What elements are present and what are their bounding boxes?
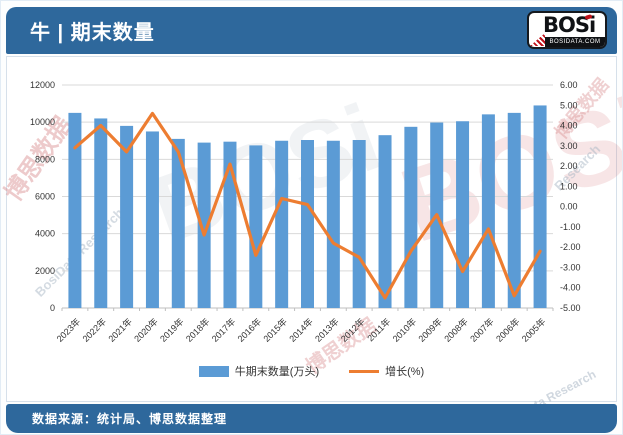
right-axis-tick-label: -3.00 — [560, 262, 581, 272]
left-axis-tick-label: 4000 — [35, 229, 55, 239]
bar-2013年 — [326, 140, 340, 308]
bar-2005年 — [533, 105, 547, 308]
legend-item-line-series: 增长(%) — [349, 363, 424, 379]
right-axis-tick-label: 5.00 — [560, 100, 578, 110]
x-axis-label: 2008年 — [442, 316, 470, 344]
bar-2010年 — [404, 126, 418, 308]
bar-2018年 — [197, 142, 211, 308]
line-series-swatch — [349, 369, 380, 373]
bar-2020年 — [145, 131, 159, 308]
line-series-label: 增长(%) — [385, 366, 425, 378]
bar-2017年 — [223, 141, 237, 308]
bar-2007年 — [481, 114, 495, 308]
header-bar: 牛 | 期末数量 BOSi BOSIDATA.COM — [6, 7, 617, 54]
left-axis-tick-label: 0 — [50, 303, 55, 313]
right-axis-tick-label: -1.00 — [560, 222, 581, 232]
bar-series-label: 牛期末数量(万头) — [234, 366, 320, 378]
cattle-stock-chart: 0 2000 4000 6000 8000 10000 12000 -5.00 -4.00 -3.… — [30, 80, 581, 344]
bar-2021年 — [120, 125, 134, 308]
left-axis-tick-label: 2000 — [35, 266, 55, 276]
chart-legend: 牛期末数量(万头) 增长(%) — [0, 363, 623, 379]
x-axis-label: 2011年 — [365, 316, 393, 344]
x-axis-label: 2012年 — [338, 316, 366, 344]
bar-2011年 — [378, 135, 392, 308]
logo-striped-triangle-icon — [530, 33, 545, 46]
x-axis-label: 2018年 — [183, 316, 211, 344]
bar-2016年 — [249, 145, 263, 308]
data-source-text: 数据来源：统计局、博思数据整理 — [32, 412, 228, 426]
x-axis-label: 2017年 — [209, 316, 237, 344]
growth-line — [73, 111, 542, 300]
right-axis-tick-label: 2.00 — [560, 161, 578, 171]
page-title: 牛 | 期末数量 — [30, 22, 155, 44]
right-axis-tick-label: 1.00 — [560, 181, 578, 191]
logo-domain: BOSIDATA.COM — [545, 37, 605, 47]
x-axis-label: 2014年 — [287, 316, 315, 344]
bar-2023年 — [68, 112, 82, 308]
bar-2022年 — [94, 118, 108, 308]
x-axis-label: 2016年 — [235, 316, 263, 344]
x-axis-label: 2009年 — [416, 316, 444, 344]
left-axis-tick-label: 8000 — [35, 154, 55, 164]
x-axis-label: 2013年 — [312, 316, 340, 344]
bar-2008年 — [456, 121, 470, 308]
x-axis-label: 2021年 — [106, 316, 134, 344]
x-axis-label: 2022年 — [80, 316, 108, 344]
legend-item-bar-series: 牛期末数量(万头) — [198, 363, 320, 379]
bar-series-swatch — [198, 365, 229, 377]
x-axis-label: 2020年 — [132, 316, 160, 344]
right-axis-tick-label: -5.00 — [560, 303, 581, 313]
x-axis-label: 2006年 — [493, 316, 521, 344]
x-axis-label: 2019年 — [157, 316, 185, 344]
bar-2006年 — [507, 112, 521, 308]
right-axis-tick-label: 3.00 — [560, 141, 578, 151]
left-axis-tick-label: 6000 — [35, 192, 55, 202]
right-axis-tick-label: -2.00 — [560, 242, 581, 252]
x-axis-label: 2015年 — [261, 316, 289, 344]
right-axis-tick-label: 4.00 — [560, 121, 578, 131]
right-axis-tick-label: 0.00 — [560, 202, 578, 212]
footer-bar: 数据来源：统计局、博思数据整理 — [6, 404, 617, 433]
x-axis-label: 2010年 — [390, 316, 418, 344]
left-axis-tick-label: 10000 — [30, 117, 55, 127]
bar-2014年 — [301, 140, 314, 308]
right-axis-tick-label: 6.00 — [560, 80, 578, 90]
bar-2019年 — [171, 138, 185, 308]
bar-2015年 — [275, 140, 289, 308]
x-axis-label: 2023年 — [54, 316, 82, 344]
left-axis-tick-label: 12000 — [30, 80, 55, 90]
bosi-logo: BOSi BOSIDATA.COM — [527, 11, 607, 49]
x-axis-label: 2007年 — [468, 316, 496, 344]
x-axis-label: 2005年 — [519, 316, 547, 344]
right-axis-tick-label: -4.00 — [560, 283, 581, 293]
bar-2012年 — [352, 140, 366, 308]
